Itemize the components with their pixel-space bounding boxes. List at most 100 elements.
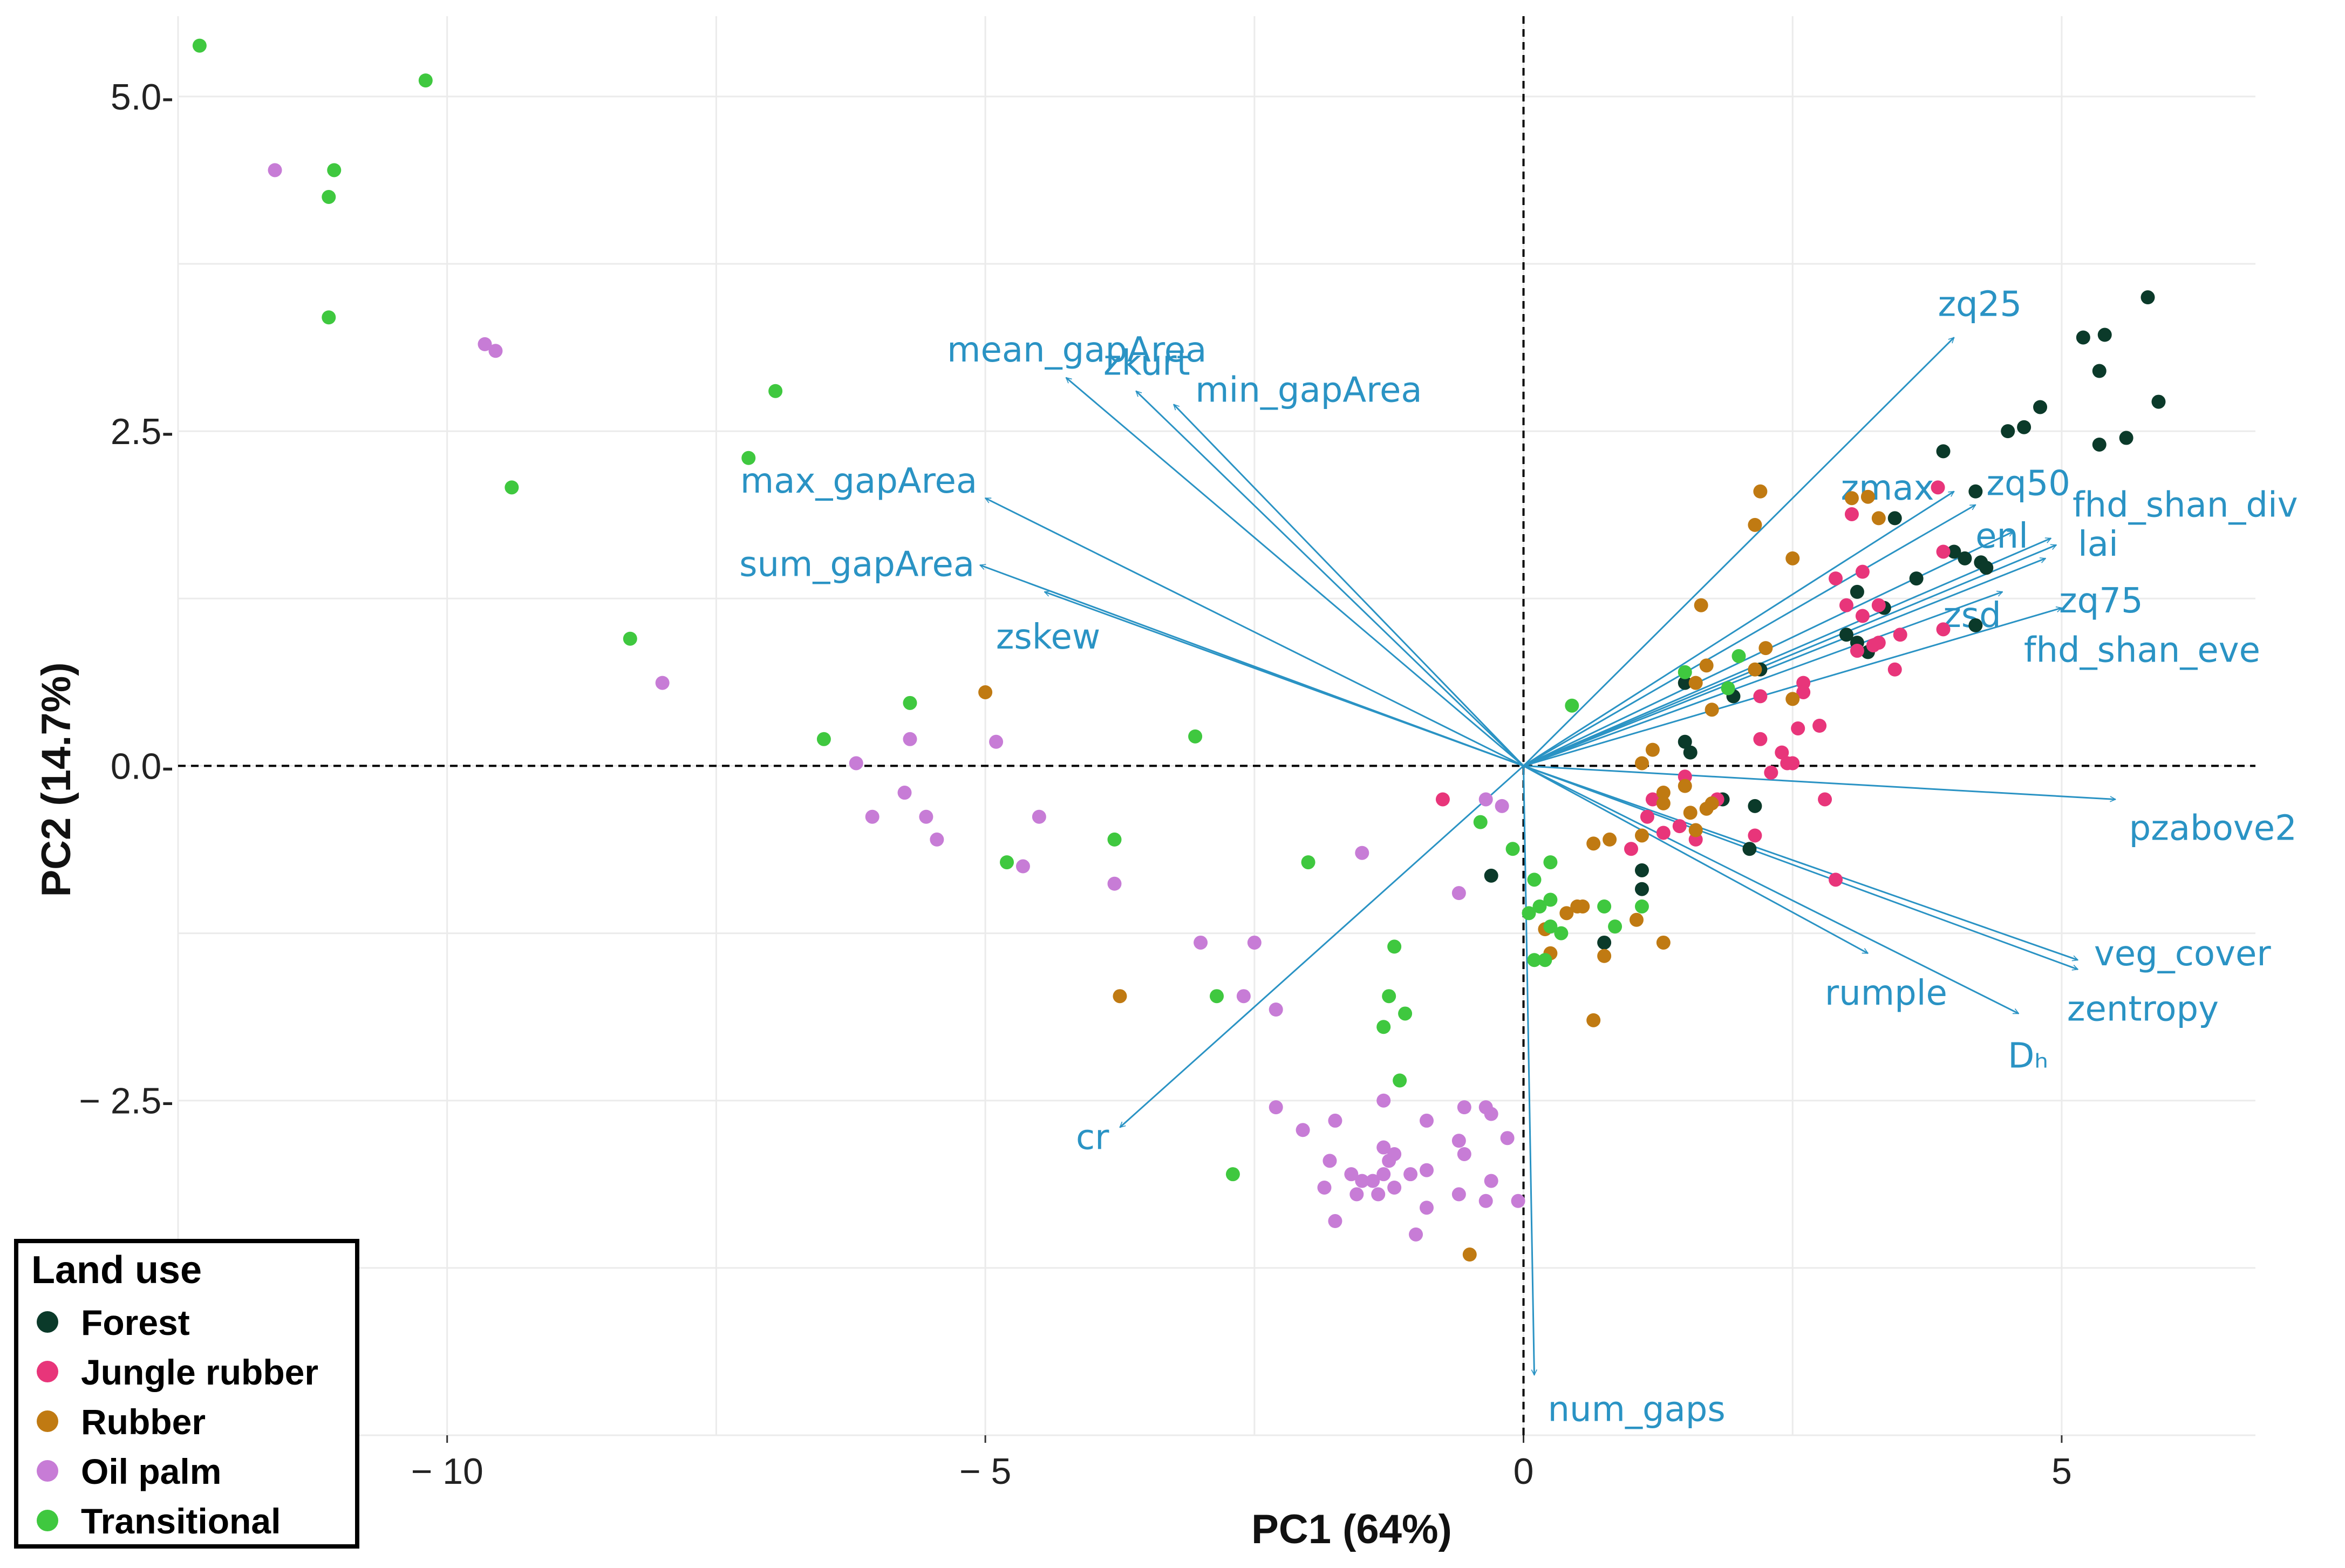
data-point: [1403, 1167, 1418, 1182]
data-point: [1576, 899, 1590, 913]
data-point: [1688, 823, 1703, 837]
data-point: [1656, 796, 1671, 810]
data-point: [1796, 685, 1811, 699]
data-point: [1780, 756, 1795, 771]
vector-arrow: [1523, 765, 2078, 969]
data-point: [1210, 989, 1224, 1004]
data-point: [1505, 842, 1520, 856]
data-point: [2097, 328, 2112, 342]
data-point: [1484, 868, 1498, 883]
data-point: [1705, 703, 1719, 717]
data-point: [1532, 899, 1547, 913]
vector-arrow: [1523, 608, 2062, 767]
data-point: [1742, 842, 1757, 856]
data-point: [1355, 1174, 1369, 1188]
data-point: [1527, 953, 1542, 967]
data-point: [1678, 779, 1692, 793]
vector-label: cr: [1076, 1117, 1109, 1157]
data-point: [1527, 872, 1542, 887]
x-tick-label: − 5: [959, 1451, 1011, 1492]
vector-label: zskew: [996, 617, 1100, 657]
data-point: [1871, 598, 1886, 612]
vector-arrow: [1136, 391, 1524, 767]
data-point: [989, 734, 1004, 749]
data-point: [505, 480, 519, 495]
data-point: [1355, 846, 1369, 860]
data-point: [1844, 491, 1859, 506]
data-point: [1968, 484, 1983, 499]
vector-arrow: [1523, 765, 2078, 960]
data-point: [1705, 796, 1719, 810]
data-point: [1366, 1174, 1380, 1188]
data-point: [1376, 1093, 1391, 1108]
data-point: [192, 38, 207, 53]
data-point: [1419, 1201, 1434, 1215]
data-point: [1958, 551, 1972, 565]
data-point: [488, 344, 503, 358]
data-point: [816, 732, 831, 746]
data-point: [1565, 698, 1579, 713]
data-point: [1323, 1154, 1337, 1168]
data-point: [2033, 400, 2048, 414]
data-point: [1603, 832, 1617, 847]
data-point: [1812, 719, 1827, 733]
y-tick-label: 5.0-: [111, 77, 174, 118]
vector-arrow: [1523, 337, 1954, 767]
data-point: [1855, 609, 1870, 623]
vector-arrow: [1523, 545, 2056, 767]
data-point: [1393, 1073, 1407, 1088]
data-point: [1634, 899, 1649, 913]
data-point: [1608, 919, 1623, 934]
data-point: [1688, 676, 1703, 690]
vector-arrow: [1523, 765, 2019, 1014]
data-point: [1656, 786, 1671, 800]
legend-swatch: [37, 1510, 58, 1531]
data-point: [1936, 622, 1951, 637]
data-point: [1656, 826, 1671, 840]
data-point: [978, 685, 993, 699]
data-point: [1871, 511, 1886, 526]
data-point: [1451, 1187, 1466, 1202]
data-point: [1225, 1167, 1240, 1182]
data-point: [1344, 1167, 1359, 1182]
data-point: [1478, 792, 1493, 807]
vector-arrow: [1523, 592, 2003, 767]
data-point: [1269, 1100, 1283, 1115]
data-point: [1634, 882, 1649, 896]
data-point: [327, 163, 342, 178]
y-axis-title: PC2 (14.7%): [33, 662, 79, 897]
data-point: [1435, 792, 1450, 807]
data-point: [1543, 855, 1558, 870]
data-point: [865, 809, 880, 824]
data-point: [1015, 859, 1030, 874]
data-point: [1645, 792, 1660, 807]
vector-label: sum_gapArea: [739, 544, 974, 584]
vector-label: rumple: [1825, 973, 1947, 1013]
data-point: [1376, 1140, 1391, 1155]
data-point: [1328, 1113, 1342, 1128]
legend-swatch: [37, 1460, 58, 1482]
data-point: [1543, 892, 1558, 907]
gridlines: [177, 16, 2255, 1436]
data-point: [1387, 1180, 1402, 1195]
data-point: [1398, 1006, 1413, 1021]
data-point: [1678, 665, 1692, 679]
data-point: [897, 786, 912, 800]
data-point: [1887, 662, 1902, 677]
data-point: [1850, 644, 1864, 658]
data-point: [1597, 935, 1612, 950]
data-point: [1936, 544, 1951, 559]
data-point: [623, 631, 637, 646]
data-point: [1484, 1174, 1498, 1188]
vector-label: zq50: [1986, 464, 2070, 504]
y-tick-label: − 2.5-: [79, 1081, 174, 1122]
legend-label: Jungle rubber: [81, 1352, 318, 1392]
data-point: [930, 832, 944, 847]
data-point: [1419, 1163, 1434, 1177]
data-point: [849, 756, 863, 771]
data-point: [1371, 1187, 1386, 1202]
data-point: [1328, 1214, 1342, 1229]
legend-label: Forest: [81, 1303, 190, 1342]
data-point: [1586, 1013, 1601, 1027]
